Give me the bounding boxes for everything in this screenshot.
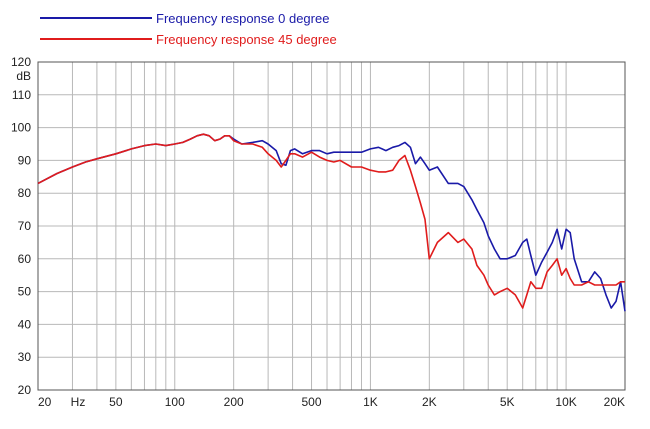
y-tick-label: 100 bbox=[11, 121, 31, 135]
x-axis-ticks: 20 50 100 200 500 1K 2K 5K 10K 20K bbox=[38, 395, 625, 409]
x-tick-label: 2K bbox=[422, 395, 437, 409]
y-tick-label: 30 bbox=[18, 350, 32, 364]
x-tick-label: 20K bbox=[604, 395, 625, 409]
plot-area bbox=[37, 61, 626, 391]
y-axis-ticks: 20 30 40 50 60 70 80 90 100 110 120 bbox=[11, 55, 31, 397]
x-tick-label: 200 bbox=[224, 395, 244, 409]
x-tick-label: 10K bbox=[555, 395, 576, 409]
legend-label-45deg: Frequency response 45 degree bbox=[156, 32, 337, 47]
series-layer bbox=[37, 133, 626, 312]
x-tick-label: 100 bbox=[165, 395, 185, 409]
y-tick-label: 90 bbox=[18, 153, 32, 167]
x-tick-label: 20 bbox=[38, 395, 52, 409]
y-tick-label: 120 bbox=[11, 55, 31, 69]
y-tick-label: 60 bbox=[18, 252, 32, 266]
y-tick-label: 50 bbox=[18, 285, 32, 299]
x-tick-label: 1K bbox=[363, 395, 378, 409]
y-tick-label: 70 bbox=[18, 219, 32, 233]
y-tick-label: 80 bbox=[18, 186, 32, 200]
x-axis-label: Hz bbox=[71, 395, 86, 409]
y-tick-label: 20 bbox=[18, 383, 32, 397]
x-tick-label: 500 bbox=[302, 395, 322, 409]
x-tick-label: 50 bbox=[109, 395, 123, 409]
series-line-1 bbox=[37, 133, 625, 309]
legend: Frequency response 0 degree Frequency re… bbox=[40, 11, 337, 47]
y-axis-label: dB bbox=[16, 69, 31, 83]
legend-label-0deg: Frequency response 0 degree bbox=[156, 11, 329, 26]
grid-lines bbox=[38, 62, 625, 390]
y-tick-label: 110 bbox=[12, 88, 31, 102]
x-tick-label: 5K bbox=[500, 395, 515, 409]
plot-border bbox=[37, 61, 626, 391]
y-tick-label: 40 bbox=[18, 317, 32, 331]
